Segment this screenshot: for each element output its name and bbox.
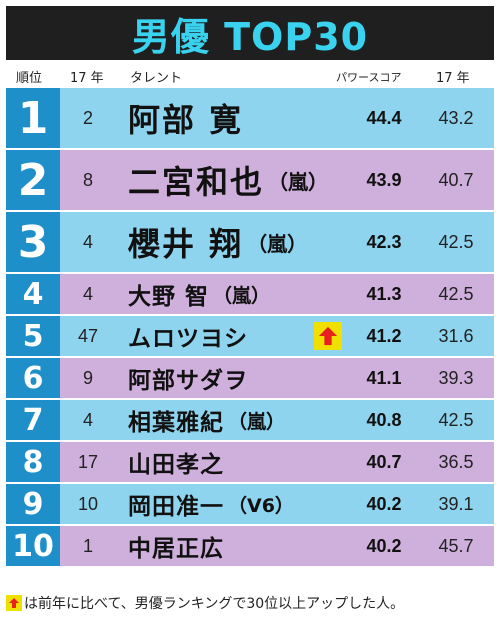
table-row: 7 4 相葉雅紀 （嵐） 40.8 42.5 [6,400,494,442]
power-score: 40.2 [366,493,402,514]
table-header: 順位 17 年 タレント パワースコア 17 年 [6,64,494,86]
prev-year-score: 36.5 [438,451,474,472]
power-score: 44.4 [366,107,402,128]
talent-name-text: 中居正広 [128,536,224,562]
header-talent: タレント [130,71,183,86]
prev-year-rank: 47 [77,325,99,346]
talent-name: 二宮和也 （嵐） [128,150,328,210]
rank-number: 5 [6,316,60,356]
table-row: 10 1 中居正広 40.2 45.7 [6,526,494,568]
rank-number: 1 [6,88,60,148]
rank-number: 8 [6,442,60,482]
up-arrow-icon [314,322,342,350]
talent-name-text: 岡田准一 [128,494,224,520]
talent-group: （嵐） [228,410,286,433]
table-row: 6 9 阿部サダヲ 41.1 39.3 [6,358,494,400]
talent-group: （嵐） [268,169,329,194]
power-score: 41.1 [366,367,402,388]
talent-name-text: 阿部サダヲ [128,368,248,394]
talent-group: （嵐） [213,284,271,307]
table-row: 5 47 ムロツヨシ 41.2 31.6 [6,316,494,358]
prev-year-score: 42.5 [438,283,474,304]
prev-year-rank: 17 [77,451,99,472]
header-prev-score: 17 年 [436,71,470,86]
talent-name: 櫻井 翔（嵐） [128,212,307,272]
header-prev-year: 17 年 [70,71,104,86]
footnote: は前年に比べて、男優ランキングで30位以上アップした人。 [6,592,494,614]
table-row: 2 8 二宮和也 （嵐） 43.9 40.7 [6,150,494,212]
rank-number: 6 [6,358,60,398]
prev-year-rank: 10 [77,493,99,514]
talent-name: 相葉雅紀 （嵐） [128,400,285,440]
header-power-score: パワースコア [336,71,402,84]
prev-year-score: 31.6 [438,325,474,346]
up-arrow-icon [6,595,22,611]
talent-group: （嵐） [247,231,308,256]
title-bar: 男優 TOP30 [6,6,494,60]
rank-number: 4 [6,274,60,314]
talent-name: 阿部 寛 [128,88,243,148]
prev-year-rank: 8 [82,169,93,190]
power-score: 40.8 [366,409,402,430]
power-score: 41.3 [366,283,402,304]
table-row: 8 17 山田孝之 40.7 36.5 [6,442,494,484]
talent-name-text: 阿部 寛 [128,101,244,139]
talent-name: 山田孝之 [128,442,224,482]
prev-year-rank: 9 [82,367,93,388]
prev-year-rank: 2 [82,107,93,128]
table-row: 9 10 岡田准一 （V6） 40.2 39.1 [6,484,494,526]
prev-year-score: 39.3 [438,367,474,388]
power-score: 42.3 [366,231,402,252]
table-row: 3 4 櫻井 翔（嵐） 42.3 42.5 [6,212,494,274]
rank-number: 10 [6,526,60,566]
talent-name-text: 櫻井 翔 [128,225,244,263]
talent-name-text: ムロツヨシ [128,326,248,352]
talent-name-text: 大野 智 [128,284,210,310]
rank-number: 9 [6,484,60,524]
prev-year-score: 42.5 [438,409,474,430]
page-title: 男優 TOP30 [131,14,369,59]
talent-name-text: 二宮和也 [128,163,265,201]
power-score: 43.9 [366,169,402,190]
prev-year-rank: 4 [82,409,93,430]
prev-year-score: 40.7 [438,169,474,190]
talent-name: 阿部サダヲ [128,358,248,398]
power-score: 41.2 [366,325,402,346]
footnote-text: は前年に比べて、男優ランキングで30位以上アップした人。 [24,596,405,612]
talent-name-text: 山田孝之 [128,452,224,478]
prev-year-score: 42.5 [438,231,474,252]
prev-year-score: 43.2 [438,107,474,128]
power-score: 40.2 [366,535,402,556]
rank-number: 3 [6,212,60,272]
prev-year-score: 45.7 [438,535,474,556]
header-rank: 順位 [16,71,43,86]
prev-year-rank: 4 [82,283,93,304]
talent-name: 大野 智（嵐） [128,274,270,314]
talent-name: 岡田准一 （V6） [128,484,294,524]
talent-group: （V6） [228,494,294,517]
table-row: 4 4 大野 智（嵐） 41.3 42.5 [6,274,494,316]
table-row: 1 2 阿部 寛 44.4 43.2 [6,88,494,150]
talent-name: ムロツヨシ [128,316,248,356]
talent-name-text: 相葉雅紀 [128,410,224,436]
talent-name: 中居正広 [128,526,224,566]
rank-number: 2 [6,150,60,210]
prev-year-score: 39.1 [438,493,474,514]
prev-year-rank: 1 [82,535,93,556]
power-score: 40.7 [366,451,402,472]
prev-year-rank: 4 [82,231,93,252]
rank-number: 7 [6,400,60,440]
